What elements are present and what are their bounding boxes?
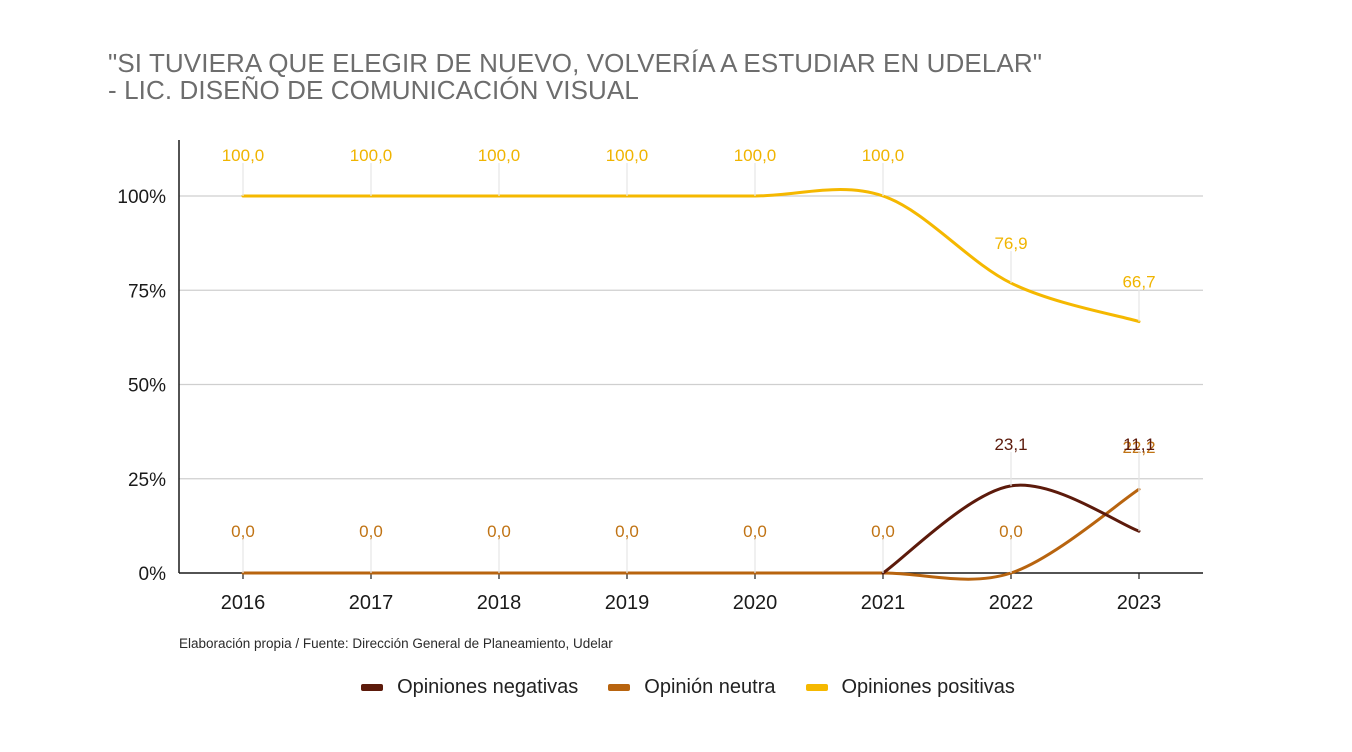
y-tick-label: 100% bbox=[117, 187, 166, 208]
data-label-neutra: 0,0 bbox=[615, 522, 639, 541]
legend-swatch-negativas bbox=[361, 684, 384, 691]
data-label-negativas: 23,1 bbox=[994, 435, 1027, 454]
data-label-neutra: 0,0 bbox=[743, 522, 767, 541]
legend-label-positivas: Opiniones positivas bbox=[841, 676, 1015, 698]
data-label-positivas: 100,0 bbox=[734, 146, 777, 165]
data-label-neutra: 0,0 bbox=[999, 522, 1023, 541]
legend-item-negativas[interactable]: Opiniones negativas bbox=[361, 676, 578, 699]
x-tick-label: 2018 bbox=[477, 592, 522, 614]
x-tick-label: 2022 bbox=[989, 592, 1034, 614]
x-axis: 2016 2017 2018 2019 2020 2021 2022 2023 bbox=[179, 572, 1203, 614]
line-chart: 0% 25% 50% 75% 100% 2016 2017 2018 2019 2020 2021… bbox=[117, 140, 1203, 614]
data-label-positivas: 100,0 bbox=[862, 146, 905, 165]
gridlines bbox=[179, 195, 1203, 480]
data-label-positivas: 100,0 bbox=[222, 146, 265, 165]
series-line-negativas bbox=[881, 483, 1141, 575]
data-label-negativas: 11,1 bbox=[1123, 435, 1155, 454]
legend-swatch-positivas bbox=[805, 684, 828, 691]
x-tick-label: 2016 bbox=[221, 592, 266, 614]
data-label-positivas: 100,0 bbox=[478, 146, 521, 165]
series-line-neutra bbox=[241, 487, 1141, 581]
legend-item-neutra[interactable]: Opinión neutra bbox=[608, 676, 776, 699]
data-label-neutra: 22,2 bbox=[1122, 438, 1155, 457]
x-tick-label: 2020 bbox=[733, 592, 778, 614]
legend: Opiniones negativas Opinión neutra Opini… bbox=[0, 676, 1352, 699]
y-tick-label: 75% bbox=[128, 281, 166, 302]
data-label-positivas: 76,9 bbox=[994, 234, 1027, 253]
legend-swatch-neutra bbox=[608, 684, 631, 691]
x-tick-label: 2017 bbox=[349, 592, 394, 614]
data-label-positivas: 100,0 bbox=[606, 146, 649, 165]
data-label-neutra: 0,0 bbox=[871, 522, 895, 541]
x-tick-label: 2019 bbox=[605, 592, 650, 614]
data-label-neutra: 0,0 bbox=[487, 522, 511, 541]
data-label-neutra: 0,0 bbox=[231, 522, 255, 541]
y-tick-label: 50% bbox=[128, 376, 166, 397]
chart-title: "SI TUVIERA QUE ELEGIR DE NUEVO, VOLVERÍ… bbox=[108, 50, 1042, 104]
y-axis: 0% 25% 50% 75% 100% bbox=[117, 140, 180, 585]
chart-title-line-1: "SI TUVIERA QUE ELEGIR DE NUEVO, VOLVERÍ… bbox=[108, 48, 1043, 78]
y-tick-label: 0% bbox=[139, 564, 167, 585]
x-tick-label: 2023 bbox=[1117, 592, 1162, 614]
chart-title-line-2: - LIC. DISEÑO DE COMUNICACIÓN VISUAL bbox=[108, 75, 639, 105]
series-lines bbox=[241, 188, 1141, 581]
data-label-neutra: 0,0 bbox=[359, 522, 383, 541]
y-tick-label: 25% bbox=[128, 470, 166, 491]
legend-label-neutra: Opinión neutra bbox=[644, 676, 776, 698]
x-tick-label: 2021 bbox=[861, 592, 906, 614]
data-labels: 100,0 100,0 100,0 100,0 100,0 100,0 76,9 66,7 0,… bbox=[222, 146, 1156, 573]
legend-item-positivas[interactable]: Opiniones positivas bbox=[805, 676, 1015, 699]
source-note: Elaboración propia / Fuente: Dirección G… bbox=[179, 636, 613, 651]
data-label-positivas: 100,0 bbox=[350, 146, 393, 165]
series-line-positivas bbox=[241, 188, 1141, 324]
legend-label-negativas: Opiniones negativas bbox=[397, 676, 579, 698]
data-label-positivas: 66,7 bbox=[1122, 273, 1155, 292]
